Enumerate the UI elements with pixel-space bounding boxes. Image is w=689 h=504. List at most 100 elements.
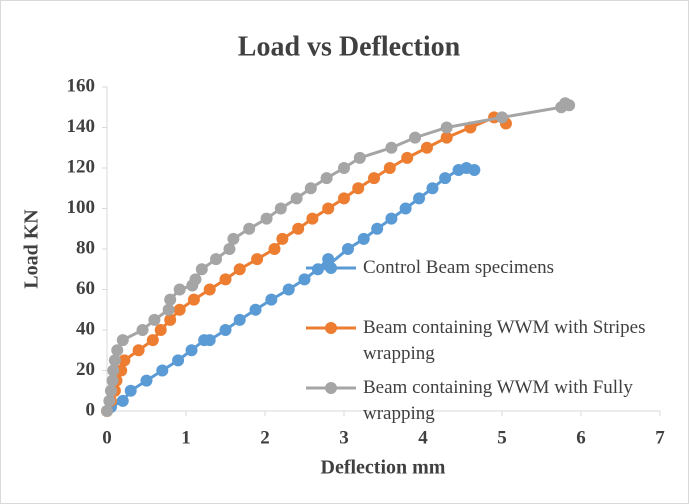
data-point (268, 243, 281, 255)
data-point (440, 121, 453, 134)
data-point (146, 334, 159, 347)
data-point (251, 253, 264, 266)
data-point (227, 232, 240, 245)
y-tick-label: 140 (67, 116, 96, 137)
data-point (233, 313, 246, 326)
data-point (195, 263, 208, 276)
data-point (368, 172, 381, 185)
data-point (108, 354, 121, 367)
x-tick-label: 1 (181, 427, 191, 448)
data-point (173, 303, 186, 316)
data-point (106, 374, 119, 387)
y-axis-label: Load KN (21, 209, 43, 289)
data-point (210, 253, 223, 266)
x-tick-label: 2 (260, 427, 270, 448)
data-point (107, 364, 120, 377)
x-tick-label: 6 (576, 427, 586, 448)
legend-label: Beam containing WWM with Fully wrapping (363, 377, 633, 424)
data-point (140, 374, 153, 387)
data-point (401, 151, 414, 164)
y-tick-label: 120 (67, 156, 96, 177)
x-tick-label: 7 (655, 427, 665, 448)
x-tick-label: 0 (102, 427, 112, 448)
x-tick-label: 5 (497, 427, 507, 448)
data-point (203, 334, 216, 347)
data-point (103, 394, 116, 407)
data-point (219, 324, 232, 336)
data-point (265, 293, 278, 306)
data-point (173, 283, 186, 296)
x-tick-label: 4 (418, 427, 428, 448)
data-point (154, 324, 167, 336)
data-point (164, 313, 177, 326)
data-point (148, 313, 161, 326)
data-point (249, 303, 262, 316)
data-point (357, 232, 370, 245)
data-point (101, 405, 113, 417)
data-point (164, 293, 177, 306)
y-tick-label: 80 (76, 237, 95, 258)
data-point (290, 192, 303, 205)
y-tick-label: 40 (76, 318, 95, 339)
data-point (111, 344, 124, 357)
data-point (338, 192, 350, 205)
data-point (304, 182, 317, 195)
y-tick-label: 20 (76, 359, 95, 380)
y-tick-label: 0 (86, 399, 96, 420)
data-point (185, 344, 198, 357)
data-point (439, 172, 452, 185)
data-point (203, 283, 216, 296)
legend-marker (325, 322, 337, 334)
data-point (409, 131, 422, 144)
data-point (352, 182, 365, 195)
data-point (219, 273, 232, 286)
y-tick-label: 100 (67, 197, 96, 218)
legend-marker (325, 262, 337, 274)
data-point (260, 212, 273, 225)
data-point (399, 202, 412, 215)
data-point (353, 151, 366, 164)
data-point (385, 141, 398, 154)
data-point (118, 354, 131, 367)
data-point (468, 164, 481, 177)
chart-title: Load vs Deflection (238, 31, 461, 62)
data-point (104, 384, 117, 397)
data-point (274, 202, 287, 215)
data-point (306, 212, 319, 225)
data-point (413, 192, 426, 205)
data-point (276, 232, 289, 245)
y-tick-label: 160 (67, 75, 96, 96)
data-point (156, 364, 169, 377)
data-point (172, 354, 185, 367)
data-point (298, 273, 311, 286)
data-point (322, 202, 335, 215)
data-point (116, 394, 129, 407)
data-point (233, 263, 246, 276)
legend-label: Control Beam specimens (363, 257, 555, 278)
x-tick-label: 3 (339, 427, 349, 448)
data-point (292, 222, 305, 235)
data-point (124, 384, 137, 397)
data-point (132, 344, 145, 357)
data-point (338, 162, 350, 174)
x-axis-label: Deflection mm (321, 457, 446, 479)
legend-label: Beam containing WWM with Stripes wrappin… (363, 317, 646, 364)
data-point (426, 182, 439, 195)
data-point (282, 283, 295, 296)
data-point (223, 243, 236, 255)
data-point (116, 334, 129, 347)
data-point (420, 141, 433, 154)
data-point (385, 212, 398, 225)
legend-marker (325, 382, 337, 394)
data-point (383, 162, 396, 174)
data-point (187, 293, 200, 306)
data-point (440, 131, 453, 144)
data-point (496, 111, 508, 124)
data-point (341, 243, 354, 255)
data-point (162, 303, 175, 316)
data-point (189, 273, 202, 286)
data-point (136, 324, 149, 336)
data-point (563, 99, 576, 112)
